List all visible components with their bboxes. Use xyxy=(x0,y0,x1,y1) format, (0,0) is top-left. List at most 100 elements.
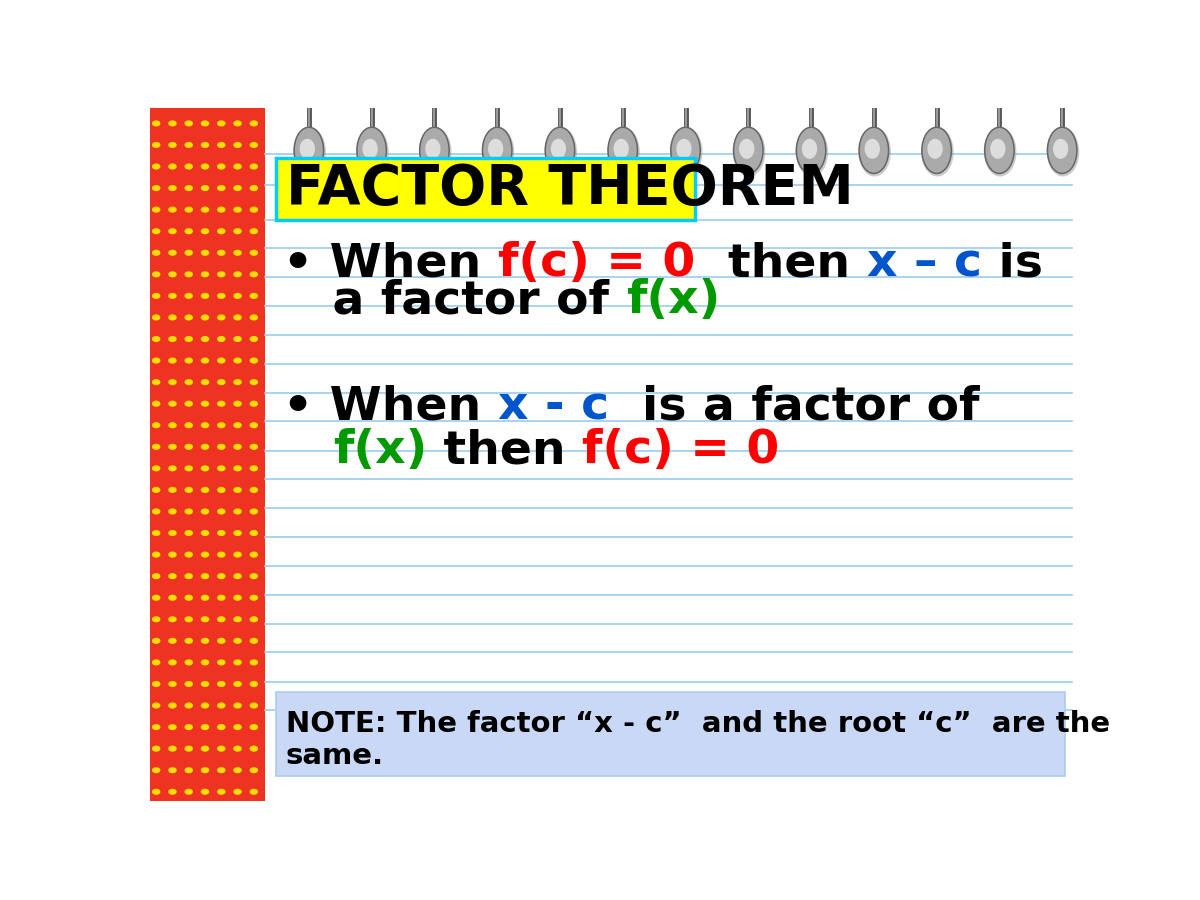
Ellipse shape xyxy=(152,573,161,580)
Ellipse shape xyxy=(168,164,176,169)
Ellipse shape xyxy=(250,530,258,536)
Ellipse shape xyxy=(233,207,242,212)
Ellipse shape xyxy=(185,357,193,364)
Ellipse shape xyxy=(152,357,161,364)
Ellipse shape xyxy=(152,121,161,127)
Ellipse shape xyxy=(168,681,176,687)
Ellipse shape xyxy=(185,616,193,623)
Ellipse shape xyxy=(200,422,209,428)
Ellipse shape xyxy=(168,422,176,428)
Ellipse shape xyxy=(185,595,193,601)
Ellipse shape xyxy=(217,314,226,320)
Ellipse shape xyxy=(250,142,258,148)
Ellipse shape xyxy=(1052,139,1068,159)
Ellipse shape xyxy=(865,139,880,159)
Ellipse shape xyxy=(607,127,640,176)
Ellipse shape xyxy=(152,444,161,450)
Ellipse shape xyxy=(217,185,226,191)
Ellipse shape xyxy=(613,139,629,159)
Ellipse shape xyxy=(152,207,161,212)
Ellipse shape xyxy=(1049,128,1076,173)
Ellipse shape xyxy=(420,128,449,173)
Ellipse shape xyxy=(217,271,226,277)
Ellipse shape xyxy=(217,530,226,536)
Ellipse shape xyxy=(200,508,209,515)
Text: x – c: x – c xyxy=(866,241,982,286)
Ellipse shape xyxy=(200,660,209,665)
Text: is: is xyxy=(982,241,1043,286)
Ellipse shape xyxy=(425,139,440,159)
Ellipse shape xyxy=(250,681,258,687)
Ellipse shape xyxy=(152,702,161,708)
Ellipse shape xyxy=(739,139,755,159)
Ellipse shape xyxy=(233,422,242,428)
Ellipse shape xyxy=(168,660,176,665)
Ellipse shape xyxy=(185,271,193,277)
Ellipse shape xyxy=(250,465,258,472)
Ellipse shape xyxy=(990,139,1006,159)
Ellipse shape xyxy=(200,400,209,407)
Ellipse shape xyxy=(217,379,226,385)
Ellipse shape xyxy=(250,422,258,428)
Ellipse shape xyxy=(250,487,258,493)
Ellipse shape xyxy=(152,638,161,644)
Ellipse shape xyxy=(233,249,242,256)
Ellipse shape xyxy=(217,573,226,580)
Ellipse shape xyxy=(200,767,209,773)
Ellipse shape xyxy=(200,121,209,127)
Ellipse shape xyxy=(545,127,576,175)
Ellipse shape xyxy=(152,228,161,234)
Ellipse shape xyxy=(168,314,176,320)
Ellipse shape xyxy=(250,660,258,665)
Ellipse shape xyxy=(200,271,209,277)
Ellipse shape xyxy=(922,127,952,175)
Ellipse shape xyxy=(168,573,176,580)
Ellipse shape xyxy=(733,127,766,176)
Ellipse shape xyxy=(152,487,161,493)
Ellipse shape xyxy=(185,207,193,212)
Ellipse shape xyxy=(250,444,258,450)
Ellipse shape xyxy=(200,292,209,299)
Text: f(c) = 0: f(c) = 0 xyxy=(498,241,695,286)
Ellipse shape xyxy=(185,400,193,407)
Ellipse shape xyxy=(217,681,226,687)
Ellipse shape xyxy=(250,164,258,169)
Ellipse shape xyxy=(200,249,209,256)
Ellipse shape xyxy=(217,702,226,708)
Ellipse shape xyxy=(152,530,161,536)
Ellipse shape xyxy=(250,573,258,580)
Ellipse shape xyxy=(670,127,701,175)
Ellipse shape xyxy=(250,379,258,385)
Ellipse shape xyxy=(217,164,226,169)
Ellipse shape xyxy=(858,127,889,175)
Ellipse shape xyxy=(217,121,226,127)
Ellipse shape xyxy=(233,465,242,472)
Ellipse shape xyxy=(200,595,209,601)
Ellipse shape xyxy=(250,185,258,191)
Ellipse shape xyxy=(168,121,176,127)
Ellipse shape xyxy=(607,127,638,175)
Ellipse shape xyxy=(168,724,176,730)
Ellipse shape xyxy=(217,422,226,428)
Text: x - c: x - c xyxy=(498,384,610,429)
Ellipse shape xyxy=(200,573,209,580)
Ellipse shape xyxy=(233,573,242,580)
Ellipse shape xyxy=(185,422,193,428)
Ellipse shape xyxy=(185,788,193,795)
Ellipse shape xyxy=(677,139,691,159)
Ellipse shape xyxy=(185,185,193,191)
Ellipse shape xyxy=(185,508,193,515)
Ellipse shape xyxy=(233,638,242,644)
Polygon shape xyxy=(265,108,1080,801)
Ellipse shape xyxy=(185,702,193,708)
Ellipse shape xyxy=(233,444,242,450)
Text: NOTE: The factor “x - c”  and the root “c”  are the: NOTE: The factor “x - c” and the root “c… xyxy=(286,710,1110,738)
Ellipse shape xyxy=(185,530,193,536)
Ellipse shape xyxy=(250,271,258,277)
Ellipse shape xyxy=(217,336,226,342)
Ellipse shape xyxy=(168,357,176,364)
Ellipse shape xyxy=(152,745,161,751)
Ellipse shape xyxy=(200,444,209,450)
Ellipse shape xyxy=(250,336,258,342)
Ellipse shape xyxy=(152,681,161,687)
